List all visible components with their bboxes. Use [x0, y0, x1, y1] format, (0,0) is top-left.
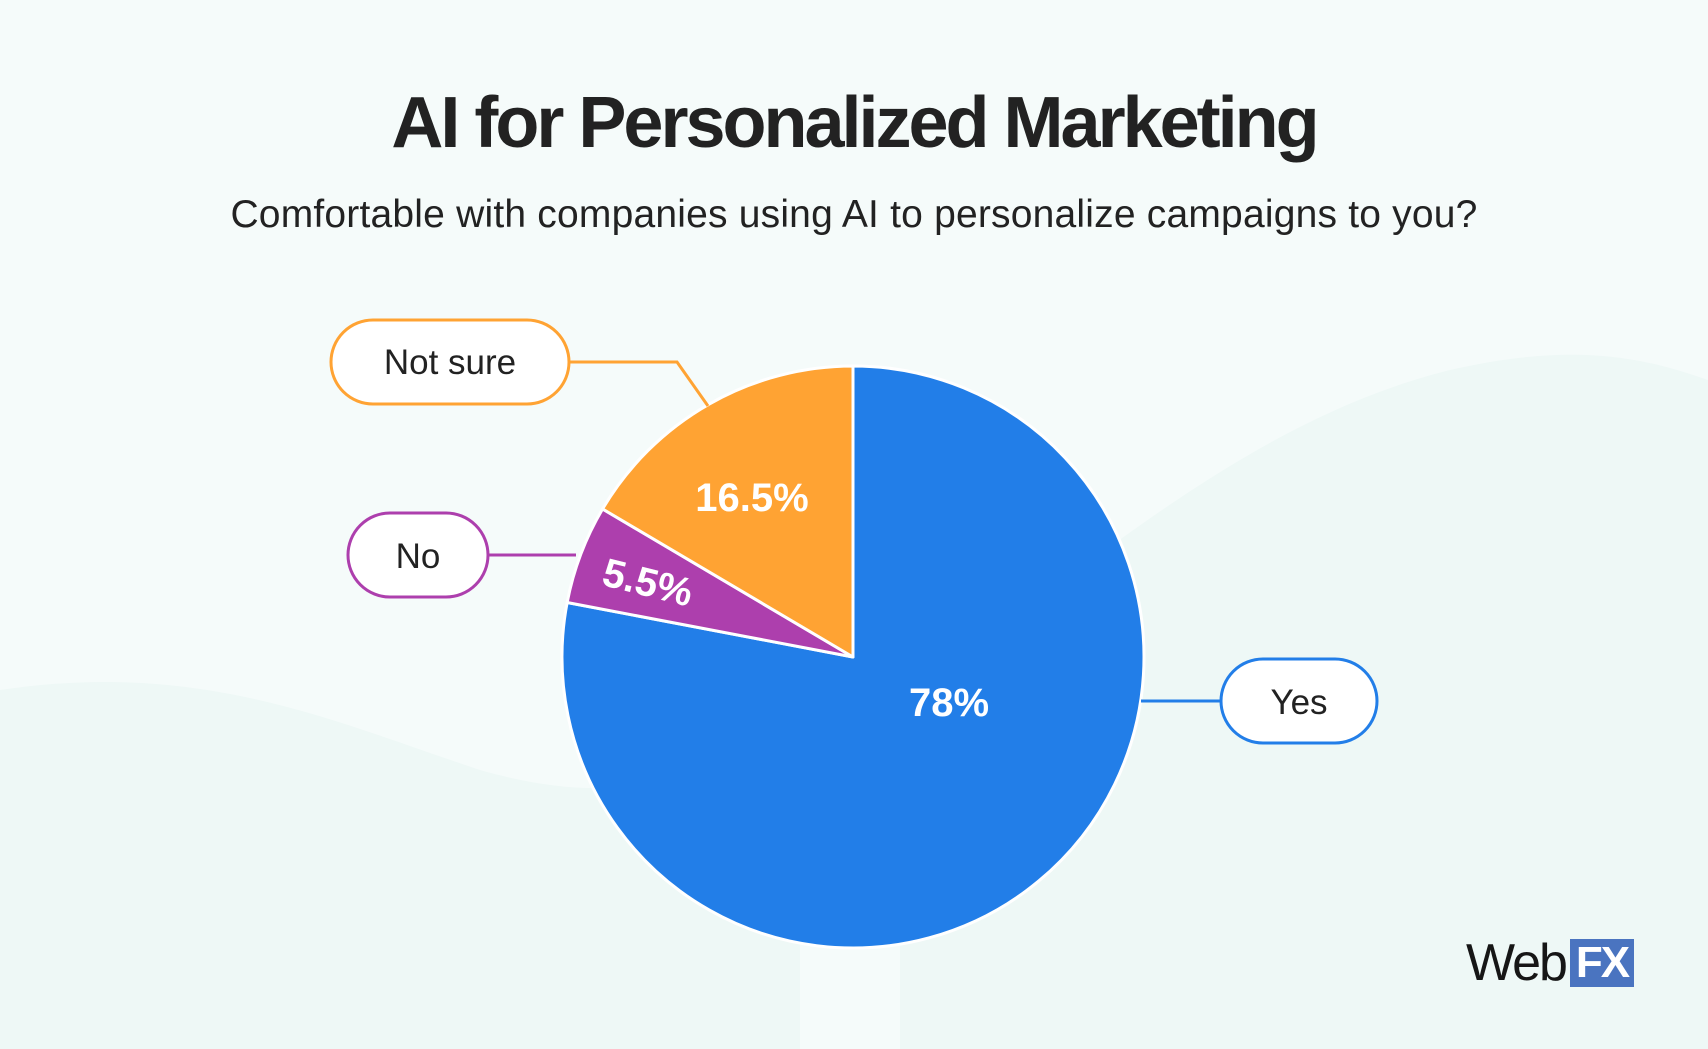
pie-slices: [560, 364, 1146, 950]
slice-not-sure: [601, 364, 855, 659]
logo-text: Web: [1466, 934, 1568, 992]
slice-label-not-sure: 16.5%: [695, 476, 808, 520]
callout-label-not-sure: Not sure: [384, 343, 516, 382]
callout-not-sure: Not sure: [329, 318, 571, 406]
callout-no: No: [346, 511, 490, 599]
callout-yes: Yes: [1219, 657, 1379, 745]
slice-yes: [560, 364, 1146, 950]
webfx-logo: Web FX: [1466, 934, 1634, 992]
chart-subtitle: Comfortable with companies using AI to p…: [230, 193, 1478, 236]
callout-label-no: No: [396, 537, 441, 576]
callout-label-yes: Yes: [1270, 683, 1327, 722]
chart-title: AI for Personalized Marketing: [391, 83, 1319, 163]
slice-label-yes: 78%: [909, 681, 989, 725]
logo-badge: FX: [1569, 939, 1634, 987]
connector-not-sure: [569, 360, 710, 407]
